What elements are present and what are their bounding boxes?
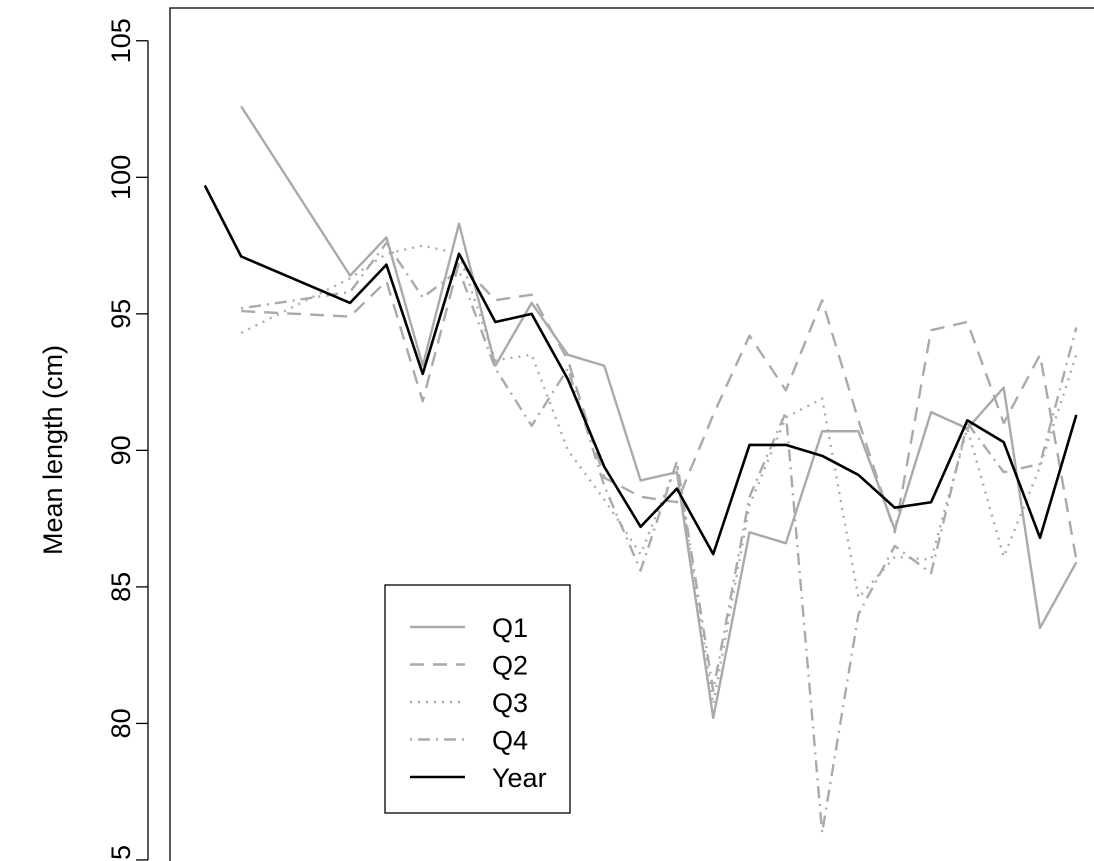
series-line [240, 105, 1078, 720]
legend-box [384, 584, 571, 814]
y-tick-label: 85 [106, 572, 136, 602]
legend-label: Q1 [492, 613, 528, 643]
legend-label: Q3 [492, 688, 528, 718]
y-tick-label: 95 [106, 299, 136, 329]
y-tick-label: 75 [106, 845, 136, 861]
y-tick-label: 80 [106, 708, 136, 738]
series-line [240, 244, 1078, 706]
legend-label: Q2 [492, 651, 528, 681]
series-line [240, 241, 1078, 834]
plot-frame [169, 7, 1094, 861]
series-line [241, 260, 1078, 560]
y-axis-label: Mean length (cm) [38, 345, 68, 555]
y-tick-label: 100 [106, 155, 136, 200]
series-line [203, 184, 1078, 556]
y-tick-label: 105 [106, 18, 136, 63]
legend-label: Year [492, 763, 547, 793]
y-tick-label: 90 [106, 435, 136, 465]
legend-label: Q4 [492, 726, 528, 756]
